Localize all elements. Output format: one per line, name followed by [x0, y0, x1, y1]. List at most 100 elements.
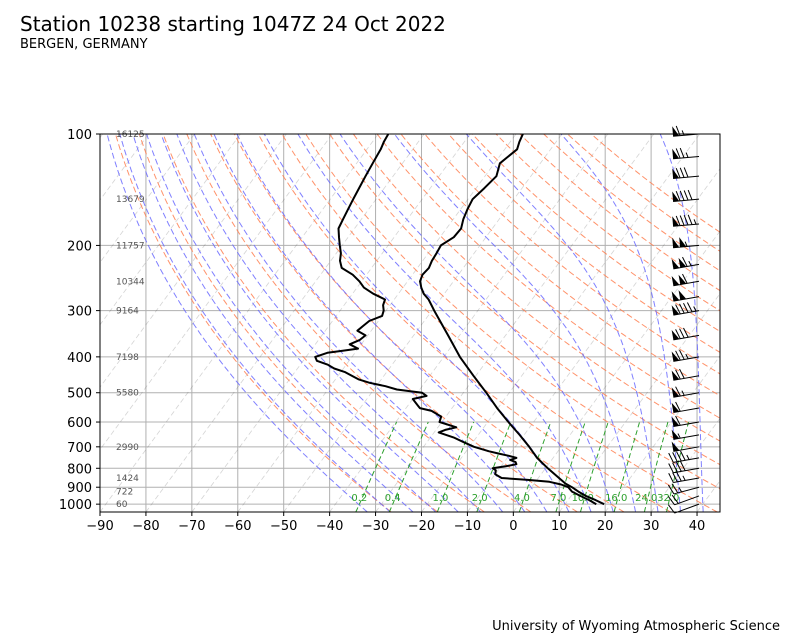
y-tick-label: 500 — [67, 387, 92, 402]
moist-adiabat-line — [263, 134, 570, 512]
mixing-ratio-line — [436, 421, 475, 512]
barb-flag — [683, 190, 689, 201]
barb-shaft — [673, 477, 700, 484]
barb-half-flag — [693, 306, 697, 312]
moist-adiabat-line — [146, 134, 437, 512]
barb-shaft — [673, 175, 700, 179]
barb-flag — [679, 303, 685, 314]
height-label: 11757 — [116, 241, 145, 251]
y-tick-label: 300 — [67, 305, 92, 320]
barb-flag — [679, 328, 685, 339]
barb-flag — [675, 329, 681, 339]
barb-pennant — [679, 237, 687, 248]
dry-adiabat-line — [471, 134, 720, 332]
isotherm-line — [191, 134, 471, 512]
barb-half-flag — [681, 390, 685, 396]
barb-pennant — [678, 257, 687, 268]
barb-flag — [679, 147, 685, 158]
wind-barb — [667, 483, 700, 495]
barb-half-flag — [685, 152, 689, 158]
isotherm-line — [512, 230, 720, 512]
barb-flag — [679, 215, 685, 226]
dry-adiabat-line — [257, 134, 671, 512]
y-tick-label: 700 — [67, 441, 92, 456]
barb-flag — [667, 484, 675, 495]
barb-flag — [675, 304, 681, 315]
barb-flag — [667, 496, 675, 506]
x-tick-label: −80 — [132, 519, 159, 534]
barb-shaft — [673, 392, 700, 398]
height-label: 60 — [116, 500, 128, 510]
mixing-ratio-label: 4.0 — [514, 493, 530, 504]
dry-adiabat-line — [400, 134, 720, 397]
plot-frame — [99, 133, 721, 513]
barb-flag — [682, 256, 688, 267]
barb-pennant — [671, 429, 680, 440]
moist-adiabat-line — [465, 134, 659, 512]
barb-half-flag — [681, 130, 685, 136]
height-label: 1424 — [116, 474, 139, 484]
moist-adiabat-line — [297, 134, 592, 512]
barb-half-flag — [684, 241, 688, 247]
x-tick-label: −30 — [362, 519, 389, 534]
mixing-ratio-line — [388, 421, 429, 512]
barb-flag — [687, 189, 693, 200]
dry-adiabat-line — [376, 134, 720, 419]
x-tick-label: −20 — [408, 519, 435, 534]
wind-barb — [671, 256, 700, 270]
barb-flag — [682, 273, 688, 284]
dry-adiabat-line — [115, 134, 392, 512]
mixing-ratio-labels: 0.2 0.4 1.0 2.0 4.0 7.0 10.0 16.0 24.0 32.0 — [351, 493, 679, 504]
barb-flag — [676, 471, 682, 482]
height-labels: 16125 13679 11757 10344 9164 7198 5580 2990 1424… — [116, 130, 145, 510]
wind-barb — [668, 461, 700, 474]
moist-adiabat-line — [659, 134, 704, 512]
barb-pennant — [671, 416, 680, 427]
moist-adiabat-line — [106, 134, 368, 512]
barb-shaft — [673, 407, 700, 414]
credit-text: University of Wyoming Atmospheric Scienc… — [492, 619, 780, 634]
isotherm-line — [743, 134, 800, 512]
x-tick-label: −60 — [224, 519, 251, 534]
mixing-ratio-label: 24.0 — [635, 493, 657, 504]
isotherm-line — [145, 134, 425, 512]
dry-adiabat-line — [305, 134, 720, 490]
barb-flag — [679, 349, 685, 360]
barb-flag — [675, 415, 681, 426]
barb-pennant — [671, 387, 680, 398]
isotherm-line — [421, 134, 701, 512]
dry-adiabat-line — [352, 134, 720, 442]
barb-pennant — [671, 441, 680, 452]
wind-barb — [668, 471, 700, 484]
barb-pennant — [671, 305, 680, 316]
chart-title: Station 10238 starting 1047Z 24 Oct 2022 — [20, 12, 446, 36]
barb-flag — [683, 302, 689, 313]
barb-shaft — [673, 356, 700, 362]
wind-barb — [671, 290, 700, 302]
grid-layer — [100, 134, 720, 512]
y-tick-label: 900 — [67, 481, 92, 496]
wind-barb — [672, 147, 700, 160]
dewpoint-trace — [314, 134, 597, 506]
wind-barb — [667, 494, 700, 506]
isotherm-line — [696, 480, 720, 512]
moist-adiabat-line — [213, 134, 526, 512]
y-tick-label: 800 — [67, 462, 92, 477]
barb-pennant — [671, 275, 680, 286]
dry-adiabat-line — [210, 134, 578, 512]
barb-flag — [672, 452, 678, 462]
barb-pennant — [671, 291, 680, 302]
isotherm-line — [329, 134, 609, 512]
isotherm-line — [100, 134, 287, 388]
barb-flag — [679, 190, 685, 201]
mixing-ratio-label: 32.0 — [657, 493, 679, 504]
barb-flag — [675, 369, 681, 380]
isotherm-line — [0, 134, 11, 512]
height-label: 13679 — [116, 195, 145, 205]
wind-barb — [672, 167, 700, 179]
temperature-trace — [419, 134, 605, 506]
height-label: 16125 — [116, 130, 145, 140]
dry-adiabat-line — [138, 134, 439, 512]
barb-half-flag — [682, 475, 686, 481]
barb-flag — [683, 167, 689, 178]
